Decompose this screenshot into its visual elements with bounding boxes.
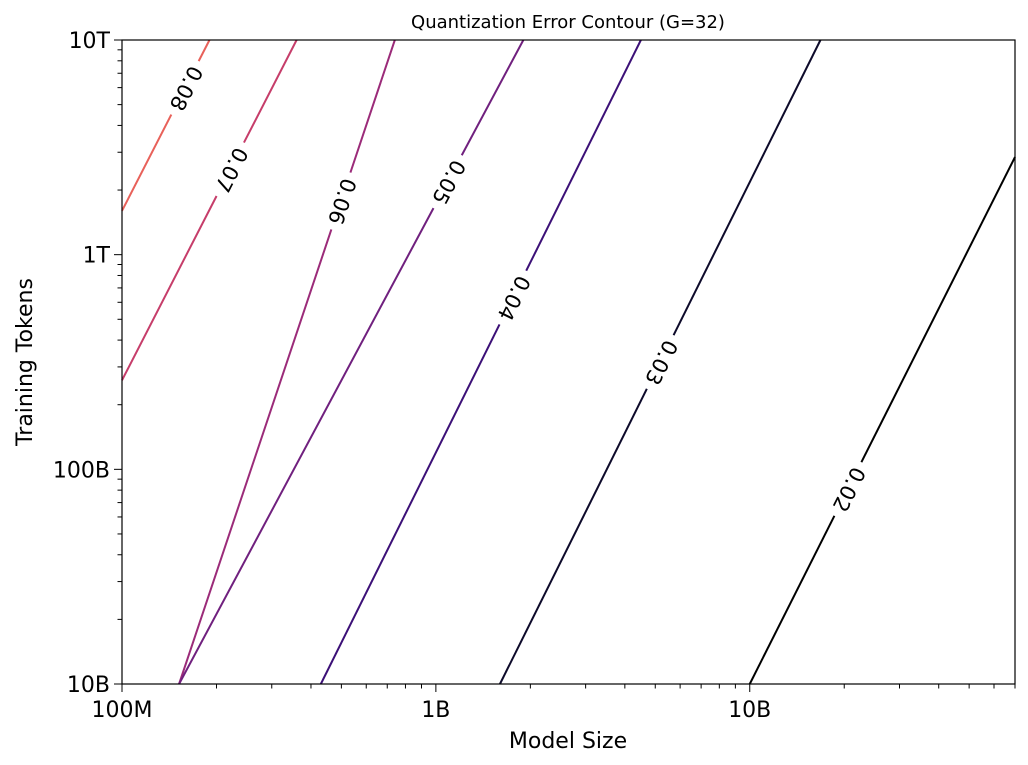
contour-0-03: 0.03	[499, 39, 822, 685]
contour-line	[499, 388, 648, 685]
contour-line	[525, 39, 642, 272]
y-axis: 10B 100B 1T 10T	[53, 29, 122, 698]
contour-line	[349, 39, 396, 173]
contour-line	[860, 156, 1016, 463]
contour-line	[319, 324, 501, 685]
contour-line	[748, 515, 836, 685]
y-axis-label: Training Tokens	[13, 278, 38, 447]
x-tick-label: 10B	[728, 698, 771, 723]
contour-0-02: 0.02	[748, 156, 1016, 685]
contour-label: 0.03	[640, 336, 682, 389]
y-tick-label: 10T	[69, 29, 111, 54]
x-tick-label: 1B	[421, 698, 450, 723]
contour-line	[121, 114, 173, 212]
contour-line	[672, 39, 822, 336]
plot-area: 0.080.07 0.06 0.05 0.04 0.03 0.02	[121, 39, 1016, 685]
contour-0-04: 0.04	[319, 39, 642, 685]
y-tick-label: 100B	[53, 458, 110, 483]
plot-frame	[121, 39, 1016, 685]
contour-label: 0.07	[210, 143, 253, 196]
contour-0-05: 0.05	[178, 39, 525, 685]
contour-label: 0.04	[493, 272, 535, 325]
chart-title: Quantization Error Contour (G=32)	[411, 12, 725, 33]
contour-line	[178, 207, 435, 685]
contour-0-06: 0.06	[178, 39, 396, 685]
y-tick-label: 1T	[83, 244, 111, 269]
contour-label: 0.08	[165, 62, 208, 115]
x-axis-label: Model Size	[509, 729, 627, 754]
contour-label: 0.06	[323, 175, 361, 227]
contour-line	[197, 39, 211, 62]
contour-label: 0.05	[427, 156, 470, 209]
y-tick-label: 10B	[67, 673, 110, 698]
contour-line	[178, 229, 333, 685]
contour-0-07: 0.07	[121, 39, 298, 381]
contour-line	[460, 39, 525, 156]
x-axis: 100M 1B 10B	[92, 684, 1016, 723]
contour-line	[121, 195, 218, 381]
contour-line	[243, 39, 298, 144]
contour-label: 0.02	[828, 463, 870, 516]
contour-0-08: 0.08	[121, 39, 211, 212]
x-tick-label: 100M	[92, 698, 153, 723]
